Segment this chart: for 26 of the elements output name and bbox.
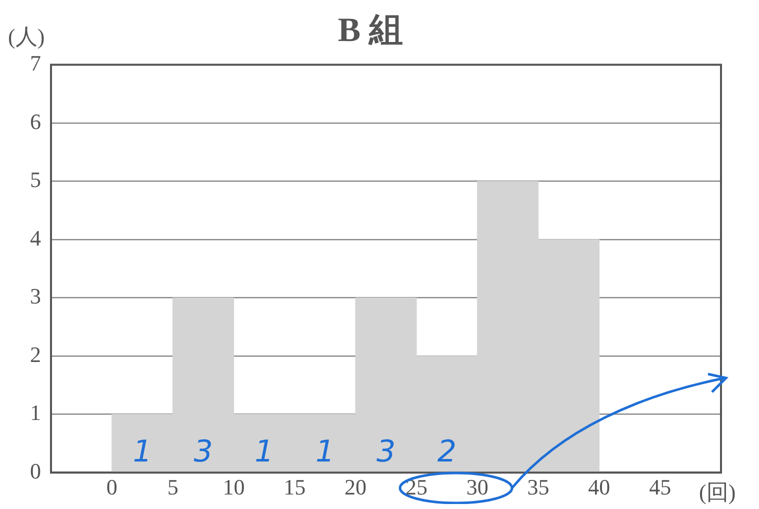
x-tick-label: 40 bbox=[588, 474, 610, 500]
data-label: 2 bbox=[437, 434, 456, 470]
x-axis-title: (回) bbox=[699, 479, 736, 504]
y-tick-label: 2 bbox=[30, 342, 41, 367]
y-tick-label: 3 bbox=[30, 284, 41, 309]
data-label: 3 bbox=[194, 434, 213, 470]
x-tick-label: 35 bbox=[527, 474, 550, 500]
x-tick-label: 20 bbox=[344, 474, 367, 500]
y-tick-label: 5 bbox=[30, 167, 41, 192]
x-tick-label: 45 bbox=[649, 474, 672, 500]
y-tick-label: 0 bbox=[30, 458, 41, 484]
data-label: 1 bbox=[132, 434, 152, 470]
x-tick-label: 5 bbox=[167, 474, 178, 500]
y-tick-label: 6 bbox=[30, 108, 41, 134]
chart-title: B 組 bbox=[338, 12, 404, 50]
y-axis-title: (人) bbox=[8, 24, 45, 49]
x-tick-label: 10 bbox=[222, 474, 245, 500]
y-tick-label: 4 bbox=[30, 225, 41, 250]
data-label: 1 bbox=[316, 434, 335, 470]
data-label: 3 bbox=[376, 434, 396, 470]
x-tick-label: 30 bbox=[466, 474, 488, 500]
x-tick-label: 15 bbox=[284, 474, 306, 500]
y-tick-label: 7 bbox=[30, 50, 41, 76]
y-tick-label: 1 bbox=[30, 400, 41, 426]
data-label: 1 bbox=[254, 434, 274, 470]
x-tick-label: 0 bbox=[106, 474, 118, 500]
